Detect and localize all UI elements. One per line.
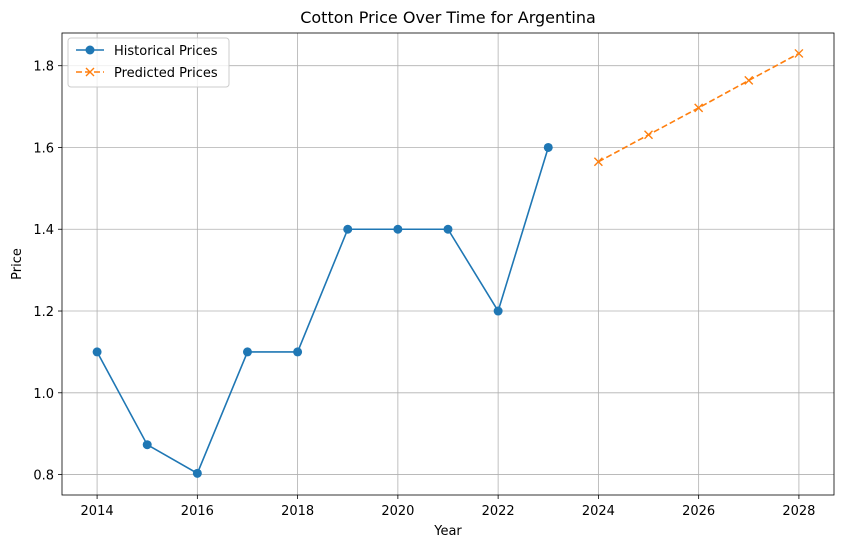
y-tick-label: 0.8	[33, 469, 54, 484]
legend-predicted-label: Predicted Prices	[114, 66, 218, 81]
y-tick-label: 1.0	[33, 387, 54, 402]
historical-price-point	[293, 347, 303, 357]
y-tick-label: 1.6	[33, 141, 54, 156]
predicted-price-point	[644, 130, 654, 140]
y-tick-label: 1.2	[33, 305, 54, 320]
historical-price-point	[493, 306, 503, 316]
x-tick-label: 2018	[281, 504, 314, 519]
historical-price-point	[443, 224, 453, 234]
x-tick-label: 2020	[381, 504, 414, 519]
historical-price-point	[142, 440, 152, 450]
historical-price-point	[192, 468, 202, 478]
chart-title: Cotton Price Over Time for Argentina	[300, 8, 596, 27]
legend-predicted-marker	[85, 67, 95, 77]
historical-price-point	[92, 347, 102, 357]
series-layer	[92, 48, 804, 478]
predicted-price-point	[744, 75, 754, 85]
legend-box	[67, 37, 230, 88]
predicted-price-point	[794, 48, 804, 58]
historical-price-point	[543, 142, 553, 152]
historical-price-line	[96, 147, 550, 475]
plot-area	[61, 32, 835, 496]
axis-ticks: 2014 2016 2018 2020 2022 2024 2026 2028 0.8 1.0 1.…	[33, 60, 815, 519]
predicted-price-point	[694, 103, 704, 113]
y-axis-title: Price	[10, 248, 25, 280]
x-tick-label: 2026	[682, 504, 715, 519]
x-tick-label: 2024	[582, 504, 615, 519]
historical-price-point	[343, 224, 353, 234]
historical-price-point	[242, 347, 252, 357]
y-tick-label: 1.8	[33, 60, 54, 75]
predicted-price-point	[593, 157, 603, 167]
x-tick-label: 2016	[181, 504, 214, 519]
historical-price-point	[393, 224, 403, 234]
x-tick-label: 2014	[81, 504, 114, 519]
legend-historical-marker	[85, 45, 95, 55]
x-axis-title: Year	[433, 524, 462, 539]
x-tick-label: 2022	[482, 504, 515, 519]
x-tick-label: 2028	[782, 504, 815, 519]
y-tick-label: 1.4	[33, 223, 54, 238]
legend-historical-label: Historical Prices	[114, 44, 218, 59]
plot-frame	[61, 32, 835, 496]
grid-lines	[62, 33, 834, 495]
legend: Historical Prices Predicted Prices	[67, 37, 230, 88]
